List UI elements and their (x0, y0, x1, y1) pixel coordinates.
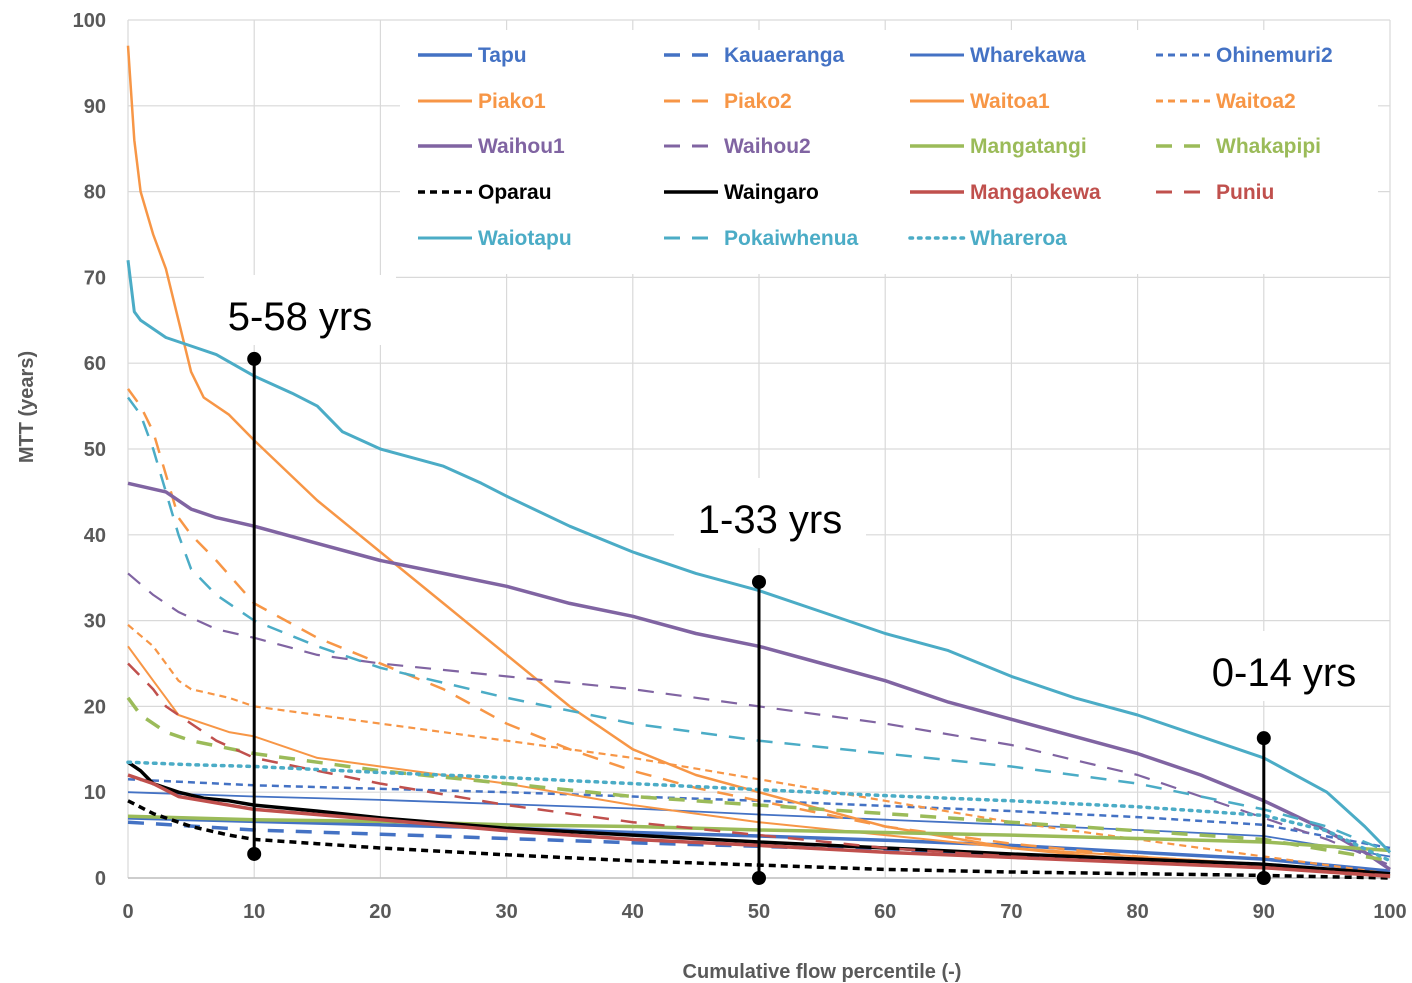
x-tick-label: 0 (122, 901, 133, 923)
y-tick-label: 10 (84, 782, 106, 804)
legend-label-whareroa: Whareroa (970, 227, 1067, 250)
series-line-waitoa1 (127, 645, 1391, 877)
y-tick-label: 90 (84, 96, 106, 118)
x-tick-label: 30 (495, 901, 517, 923)
y-tick-label: 80 (84, 182, 106, 204)
x-tick-label: 20 (369, 901, 391, 923)
series-line-waihou2 (127, 572, 1391, 867)
y-tick-label: 20 (84, 696, 106, 718)
x-tick-label: 80 (1126, 901, 1148, 923)
x-tick-label: 70 (1000, 901, 1022, 923)
y-axis-ticks: 0 10 20 30 40 50 60 70 80 90 100 (73, 10, 106, 890)
y-tick-label: 0 (95, 868, 106, 890)
range-label-background (674, 478, 866, 548)
range-label-background (204, 275, 396, 345)
series-line-piako1 (126, 45, 1391, 878)
x-tick-label: 60 (874, 901, 896, 923)
y-tick-label: 70 (84, 267, 106, 289)
series-line-waingaro (127, 760, 1391, 876)
x-axis-title: Cumulative flow percentile (-) (683, 961, 962, 983)
x-tick-label: 90 (1253, 901, 1275, 923)
legend-label-waingaro: Waingaro (724, 181, 819, 204)
annotation-layer: 5-58 yrs 1-33 yrs 0-14 yrs (204, 275, 1380, 885)
legend: Tapu Kauaeranga Wharekawa Ohinemuri2 Piako1 P… (400, 30, 1378, 274)
legend-label-waihou2: Waihou2 (724, 135, 811, 158)
legend-label-piako2: Piako2 (724, 90, 792, 113)
legend-label-whakapipi: Whakapipi (1216, 135, 1321, 158)
legend-background (400, 30, 1378, 274)
range-bar-top-marker (247, 351, 262, 366)
x-tick-label: 50 (748, 901, 770, 923)
legend-label-waitoa2: Waitoa2 (1216, 90, 1296, 113)
y-tick-label: 100 (73, 10, 106, 32)
range-bar-bottom-marker (1256, 871, 1271, 885)
range-label: 1-33 yrs (698, 498, 843, 542)
range-label: 5-58 yrs (228, 295, 373, 339)
range-bar-top-marker (752, 574, 766, 589)
legend-label-kauaeranga: Kauaeranga (724, 44, 845, 67)
series-line-waitoa2 (127, 624, 1391, 875)
series-line-waihou1 (127, 481, 1391, 871)
series-line-mangaokewa (127, 773, 1391, 879)
y-tick-label: 60 (84, 353, 106, 375)
series-line-pokaiwhenua (126, 396, 1391, 854)
x-tick-label: 10 (243, 901, 265, 923)
x-axis-ticks: 0 10 20 30 40 50 60 70 80 90 100 (122, 901, 1406, 923)
x-tick-label: 40 (622, 901, 644, 923)
y-tick-label: 30 (84, 611, 106, 633)
y-tick-label: 50 (84, 439, 106, 461)
series-line-puniu (127, 662, 1391, 877)
range-bar-bottom-marker (752, 871, 766, 885)
legend-label-waitoa1: Waitoa1 (970, 90, 1050, 113)
legend-label-puniu: Puniu (1216, 181, 1274, 204)
legend-label-pokaiwhenua: Pokaiwhenua (724, 227, 859, 250)
legend-label-wharekawa: Wharekawa (970, 44, 1086, 67)
series-line-ohinemuri2 (127, 778, 1391, 850)
legend-label-mangatangi: Mangatangi (970, 135, 1087, 158)
legend-label-waihou1: Waihou1 (478, 135, 565, 158)
range-bar-top-marker (1256, 731, 1271, 746)
series-line-oparau (127, 799, 1391, 880)
legend-label-waiotapu: Waiotapu (478, 227, 572, 250)
legend-label-piako1: Piako1 (478, 90, 546, 113)
legend-label-ohinemuri2: Ohinemuri2 (1216, 44, 1333, 67)
x-tick-label: 100 (1373, 901, 1406, 923)
range-label-background (1188, 631, 1380, 701)
legend-label-tapu: Tapu (478, 44, 527, 67)
range-label: 0-14 yrs (1212, 651, 1357, 695)
y-tick-label: 40 (84, 525, 106, 547)
y-axis-title: MTT (years) (16, 351, 38, 463)
series-line-waiotapu (126, 260, 1392, 854)
range-bar-bottom-marker (247, 846, 262, 861)
legend-label-mangaokewa: Mangaokewa (970, 181, 1101, 204)
legend-label-oparau: Oparau (478, 181, 552, 204)
series-line-whakapipi (126, 696, 1391, 863)
series-line-piako2 (126, 388, 1391, 877)
